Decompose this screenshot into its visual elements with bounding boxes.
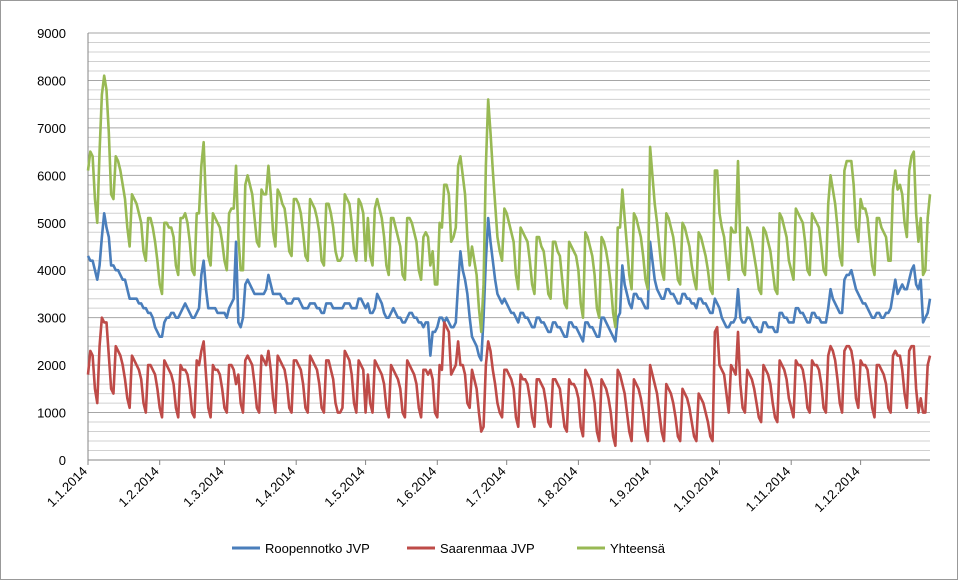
y-tick-label: 3000 (37, 311, 66, 326)
y-tick-label: 1000 (37, 406, 66, 421)
legend-label: Yhteensä (610, 541, 666, 556)
series-line (86, 74, 932, 334)
legend-label: Saarenmaa JVP (440, 541, 535, 556)
y-tick-label: 9000 (37, 26, 66, 41)
legend-label: Roopennotko JVP (265, 541, 370, 556)
y-tick-label: 7000 (37, 121, 66, 136)
y-tick-label: 5000 (37, 216, 66, 231)
y-tick-label: 2000 (37, 358, 66, 373)
series-line (86, 316, 932, 448)
y-tick-label: 8000 (37, 73, 66, 88)
y-tick-label: 6000 (37, 168, 66, 183)
y-tick-label: 4000 (37, 263, 66, 278)
series-line (86, 211, 932, 362)
y-tick-label: 0 (59, 453, 66, 468)
